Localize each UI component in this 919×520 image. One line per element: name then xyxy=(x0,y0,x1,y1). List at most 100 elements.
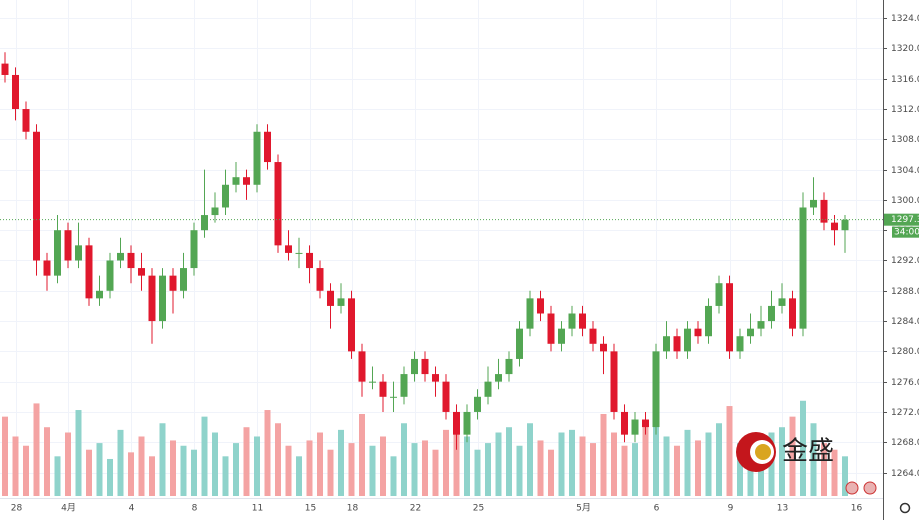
candle-body xyxy=(12,74,19,110)
candle-body xyxy=(169,275,177,291)
candle-body xyxy=(232,177,240,185)
volume-bar xyxy=(537,440,544,496)
y-tick-label: 1264.00 xyxy=(891,469,919,479)
volume-bar xyxy=(779,427,785,496)
volume-bar xyxy=(86,449,92,496)
x-tick-label: 25 xyxy=(473,504,484,514)
volume-bar xyxy=(663,436,670,496)
volume-bar xyxy=(579,436,586,496)
candle-body xyxy=(64,230,72,261)
volume-bar xyxy=(2,416,8,496)
candle-body xyxy=(222,184,229,208)
candle-body xyxy=(316,268,324,291)
candle-body xyxy=(85,245,93,299)
candle-body xyxy=(663,336,670,352)
volume-bar xyxy=(348,443,355,496)
x-tick-label: 13 xyxy=(777,504,788,514)
candle-body xyxy=(400,374,408,397)
volume-bar xyxy=(558,432,565,496)
candle-body xyxy=(369,381,376,383)
volume-bar xyxy=(653,410,659,496)
volume-bar xyxy=(705,432,712,496)
y-tick-label: 1284.00 xyxy=(891,317,919,327)
candle-body xyxy=(841,219,849,231)
last-price-label: 1297.39 xyxy=(891,215,919,225)
x-tick-label: 16 xyxy=(851,504,863,514)
countdown-badge xyxy=(892,226,919,238)
candle-body xyxy=(516,328,523,359)
volume-bar xyxy=(684,429,691,496)
candle-body xyxy=(96,290,103,299)
candle-body xyxy=(201,215,208,231)
volume-bar xyxy=(222,456,229,496)
logo-dot xyxy=(755,444,771,460)
candle-body xyxy=(22,109,30,132)
candle-body xyxy=(526,298,534,329)
volume-bar xyxy=(107,458,113,496)
candle-body xyxy=(579,313,586,329)
volume-bar xyxy=(411,443,418,496)
volume-bar xyxy=(747,449,754,496)
candle-body xyxy=(621,411,628,435)
volume-bar xyxy=(296,456,302,496)
volume-bar xyxy=(642,423,649,496)
candle-body xyxy=(453,411,460,435)
candle-body xyxy=(820,199,828,223)
candle-body xyxy=(747,328,754,337)
volume-bar xyxy=(254,436,260,496)
settings-icon[interactable] xyxy=(899,502,911,514)
volume-bar xyxy=(212,432,218,496)
candle-body xyxy=(243,177,250,185)
last-price-badge xyxy=(884,213,919,226)
volume-bar xyxy=(842,456,848,496)
candle-body xyxy=(831,222,838,231)
x-tick-label: 15 xyxy=(305,504,316,514)
volume-bar xyxy=(485,443,491,496)
volume-bar xyxy=(422,440,428,496)
volume-bar xyxy=(474,449,481,496)
candle-body xyxy=(180,268,187,291)
volume-bar xyxy=(674,445,680,496)
candle-body xyxy=(673,336,681,352)
candle-body xyxy=(421,358,429,375)
volume-bar xyxy=(12,436,19,496)
volume-bar xyxy=(737,443,743,496)
volume-bar xyxy=(96,443,103,496)
candle-body xyxy=(474,396,481,412)
candle-body xyxy=(1,63,9,75)
candle-body xyxy=(264,131,271,163)
candle-body xyxy=(54,230,61,276)
volume-bar xyxy=(243,427,250,496)
volume-bar xyxy=(117,429,124,496)
volume-bar xyxy=(327,449,334,496)
candle-body xyxy=(127,252,135,269)
candle-body xyxy=(484,381,492,397)
candle-body xyxy=(652,351,660,428)
candle-body xyxy=(358,351,366,382)
volume-bar xyxy=(338,429,344,496)
gear[interactable] xyxy=(899,502,911,514)
candle-body xyxy=(537,298,544,314)
candle-body xyxy=(547,313,555,344)
candle-body xyxy=(43,260,51,276)
candle-body xyxy=(379,381,387,397)
volume-bar xyxy=(306,440,313,496)
volume-bar xyxy=(180,445,187,496)
x-tick-label: 28 xyxy=(11,504,23,514)
volume-bar xyxy=(716,423,722,496)
volume-bar xyxy=(726,406,733,496)
volume-bar xyxy=(33,403,40,496)
candle-body xyxy=(337,298,345,306)
candle-body xyxy=(694,328,702,337)
candle-body xyxy=(432,374,439,382)
candle-body xyxy=(610,351,618,412)
candle-body xyxy=(442,381,450,412)
x-tick-label: 9 xyxy=(728,504,734,514)
event-flag[interactable] xyxy=(845,481,859,495)
y-tick-label: 1320.00 xyxy=(891,44,919,54)
volume-bar xyxy=(390,456,397,496)
volume-bar xyxy=(632,443,638,496)
event-flag[interactable] xyxy=(863,481,877,495)
y-tick-label: 1308.00 xyxy=(891,135,919,145)
candle-body xyxy=(463,411,471,435)
